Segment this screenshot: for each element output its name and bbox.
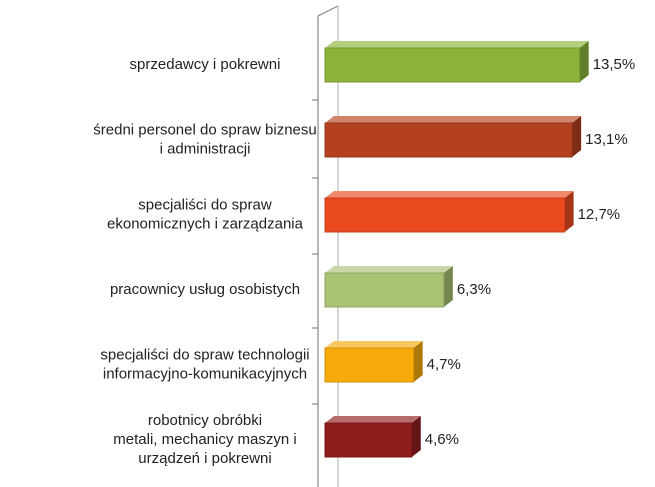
category-label: pracownicy usług osobistych: [110, 281, 300, 298]
bar-front: [324, 347, 415, 383]
category-label: sprzedawcy i pokrewni: [130, 56, 281, 73]
bar-top: [325, 191, 574, 198]
bar-side: [572, 116, 582, 157]
category-label: średni personel do spraw biznesu: [93, 121, 316, 138]
value-label: 13,1%: [585, 131, 628, 148]
bar: [324, 191, 574, 233]
value-label: 4,7%: [427, 356, 461, 373]
category-label: specjaliści do spraw: [138, 196, 272, 213]
bar-front: [324, 47, 581, 83]
category-label: urządzeń i pokrewni: [138, 450, 271, 467]
bar-front: [324, 422, 413, 458]
bar: [324, 416, 421, 458]
bar-side: [579, 41, 589, 82]
bar: [324, 266, 453, 308]
value-label: 4,6%: [425, 431, 459, 448]
value-label: 6,3%: [457, 281, 491, 298]
bar-front: [324, 197, 566, 233]
bar-front: [324, 122, 573, 158]
bar-top: [325, 341, 423, 348]
bar: [324, 41, 589, 83]
category-label: ekonomicznych i zarządzania: [107, 215, 304, 232]
category-label: specjaliści do spraw technologii: [100, 346, 309, 363]
bar-side: [443, 266, 453, 307]
bar-side: [564, 191, 574, 232]
category-label: robotnicy obróbki: [148, 412, 262, 429]
bar: [324, 341, 423, 383]
value-label: 12,7%: [578, 206, 621, 223]
bar-side: [411, 416, 421, 457]
bar-top: [325, 266, 453, 273]
bar-front: [324, 272, 445, 308]
category-label: informacyjno-komunikacyjnych: [103, 365, 307, 382]
bar: [324, 116, 582, 158]
category-label: i administracji: [160, 140, 251, 157]
bar-top: [325, 116, 582, 123]
category-label: metali, mechanicy maszyn i: [113, 431, 296, 448]
axis-wall: [312, 5, 339, 487]
bar-top: [325, 41, 589, 48]
bar-side: [413, 341, 423, 382]
bar-top: [325, 416, 421, 423]
value-label: 13,5%: [593, 56, 636, 73]
